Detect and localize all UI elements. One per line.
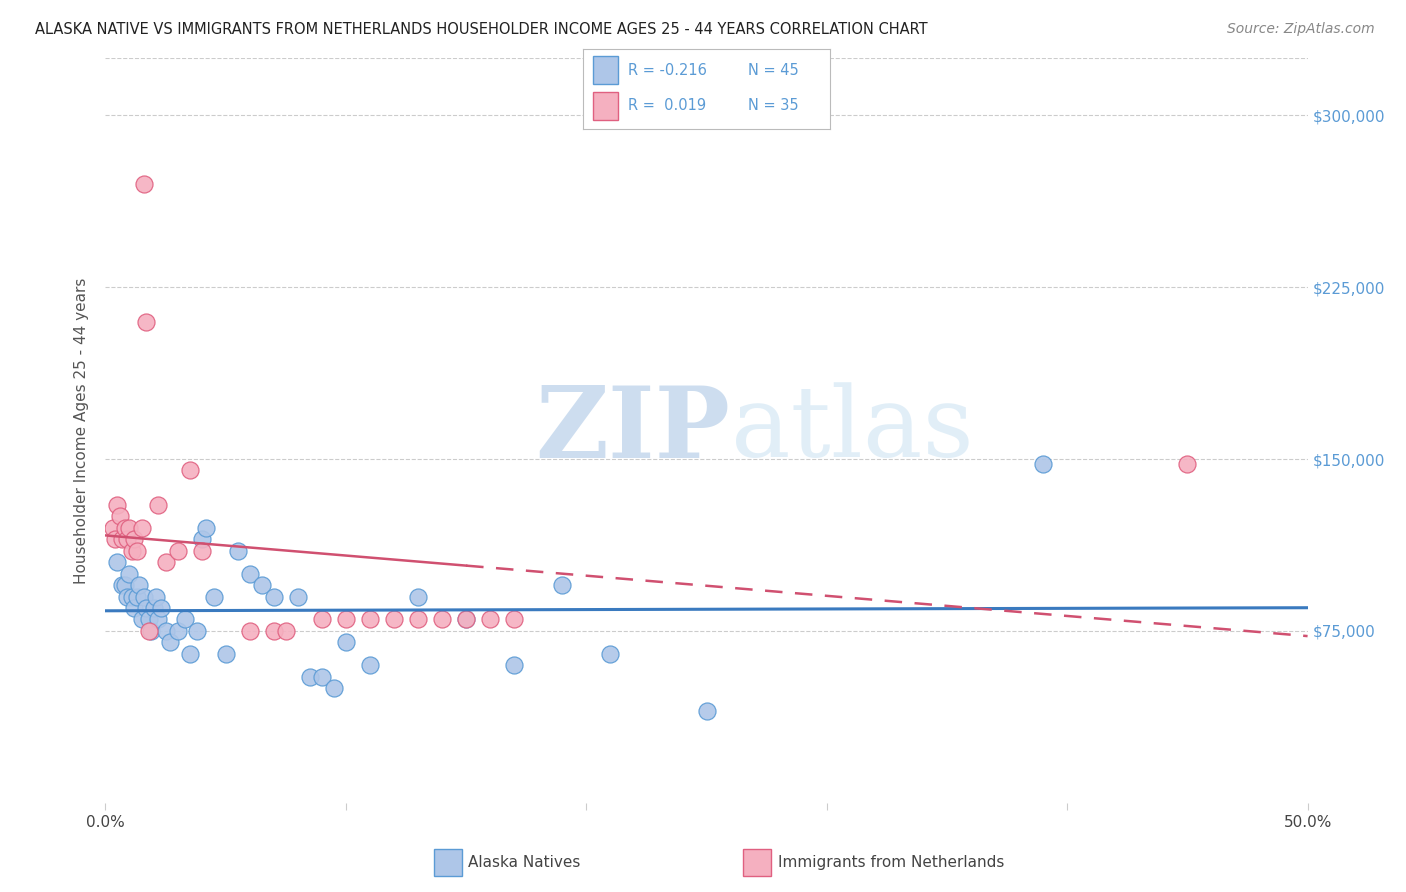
Point (125, 590, 148, 604)
Point (131, 521, 153, 535)
Point (111, 578, 134, 592)
Point (142, 601, 165, 615)
Point (124, 601, 146, 615)
Point (114, 578, 136, 592)
Point (239, 566, 262, 581)
Point (1032, 457, 1054, 471)
Point (430, 612, 453, 626)
Point (202, 590, 225, 604)
Point (696, 704, 718, 718)
Point (406, 612, 429, 626)
Point (155, 624, 177, 638)
Point (503, 658, 526, 673)
Point (149, 601, 172, 615)
Point (101, 521, 124, 535)
Point (599, 647, 621, 661)
Point (118, 566, 141, 581)
Point (108, 509, 131, 524)
Point (148, 498, 170, 512)
Point (298, 670, 321, 684)
Point (166, 543, 188, 558)
Point (132, 590, 155, 604)
Point (263, 624, 285, 638)
Point (148, 612, 170, 626)
Point (195, 521, 218, 535)
Text: ZIP: ZIP (536, 382, 731, 479)
Point (190, 533, 212, 547)
FancyBboxPatch shape (434, 849, 463, 876)
Point (190, 543, 212, 558)
Point (335, 612, 357, 626)
Point (115, 590, 138, 604)
Text: N = 35: N = 35 (748, 98, 799, 113)
Text: R =  0.019: R = 0.019 (627, 98, 706, 113)
Point (454, 612, 477, 626)
Point (135, 601, 157, 615)
Point (551, 578, 574, 592)
Point (107, 555, 129, 569)
Point (139, 624, 162, 638)
Point (107, 498, 129, 512)
Text: N = 45: N = 45 (748, 62, 799, 78)
Point (121, 543, 143, 558)
Point (454, 612, 477, 626)
Text: R = -0.216: R = -0.216 (627, 62, 707, 78)
Point (311, 670, 333, 684)
Point (173, 612, 195, 626)
Point (250, 578, 273, 592)
Point (406, 590, 429, 604)
Point (128, 578, 150, 592)
Point (135, 314, 157, 328)
Point (359, 658, 381, 673)
Point (125, 543, 148, 558)
Point (179, 463, 201, 477)
Point (131, 612, 153, 626)
Point (335, 635, 357, 649)
Point (114, 521, 136, 535)
Point (479, 612, 502, 626)
Point (214, 647, 236, 661)
Point (166, 624, 188, 638)
Y-axis label: Householder Income Ages 25 - 44 years: Householder Income Ages 25 - 44 years (75, 277, 90, 583)
Text: atlas: atlas (731, 383, 973, 478)
Point (111, 533, 134, 547)
Text: Alaska Natives: Alaska Natives (468, 855, 581, 870)
Point (145, 590, 167, 604)
Text: Source: ZipAtlas.com: Source: ZipAtlas.com (1227, 22, 1375, 37)
Point (118, 521, 141, 535)
Point (104, 533, 127, 547)
Point (239, 624, 262, 638)
Point (179, 647, 201, 661)
Point (359, 612, 381, 626)
FancyBboxPatch shape (744, 849, 772, 876)
Point (263, 590, 285, 604)
Point (138, 612, 160, 626)
Text: Immigrants from Netherlands: Immigrants from Netherlands (778, 855, 1004, 870)
Point (155, 555, 177, 569)
Point (124, 533, 146, 547)
Point (1175, 457, 1198, 471)
Point (226, 543, 249, 558)
Point (138, 624, 160, 638)
Point (322, 681, 344, 696)
FancyBboxPatch shape (593, 56, 619, 85)
Point (287, 590, 309, 604)
Point (274, 624, 297, 638)
Text: ALASKA NATIVE VS IMMIGRANTS FROM NETHERLANDS HOUSEHOLDER INCOME AGES 25 - 44 YEA: ALASKA NATIVE VS IMMIGRANTS FROM NETHERL… (35, 22, 928, 37)
Point (382, 612, 405, 626)
Point (132, 177, 155, 191)
Point (121, 590, 143, 604)
Point (186, 624, 208, 638)
Point (311, 612, 333, 626)
Point (503, 612, 526, 626)
Point (159, 635, 181, 649)
FancyBboxPatch shape (593, 92, 619, 120)
Point (115, 533, 138, 547)
